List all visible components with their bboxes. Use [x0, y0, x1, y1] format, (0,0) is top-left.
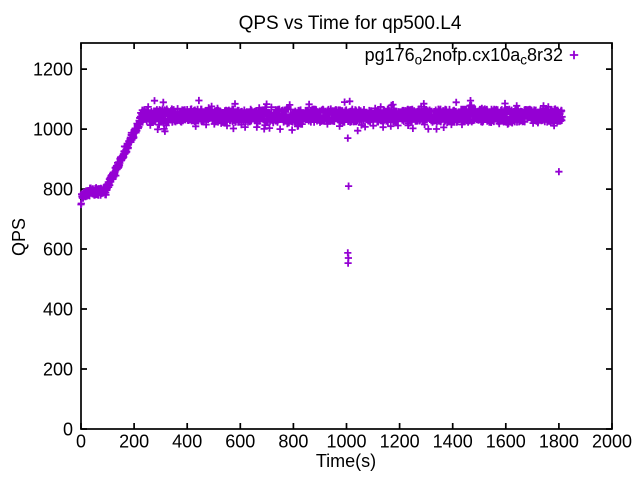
legend-plus-marker-icon: [569, 50, 579, 60]
x-tick-label: 200: [119, 432, 149, 452]
plot-border: [80, 42, 613, 430]
x-tick-label: 1800: [539, 432, 579, 452]
x-tick-label: 1400: [433, 432, 473, 452]
x-axis-title: Time(s): [316, 451, 376, 471]
legend-label-part: 8r32: [527, 45, 563, 65]
y-tick-label: 800: [43, 180, 73, 200]
series-data-points: [77, 96, 566, 209]
x-tick-label: 0: [76, 432, 86, 452]
chart-title: QPS vs Time for qp500.L4: [239, 13, 462, 34]
x-tick-label: 800: [278, 432, 308, 452]
y-axis-title: QPS: [9, 218, 29, 256]
x-tick-label: 1200: [380, 432, 420, 452]
legend-label-part: 2nofp.cx10a: [422, 45, 521, 65]
legend-label-part: pg176: [365, 45, 415, 65]
series-outlier-points: [344, 134, 563, 267]
legend-label-subscript: o: [415, 53, 423, 68]
x-tick-label: 1600: [486, 432, 526, 452]
y-tick-label: 200: [43, 360, 73, 380]
x-axis-tick-labels: 0 200 400 600 800 1000 1200 1400 1600 1800 2000: [76, 432, 632, 452]
x-tick-label: 400: [172, 432, 202, 452]
legend-series-label: pg176o2nofp.cx10ac8r32: [365, 45, 563, 68]
x-tick-label: 1000: [326, 432, 366, 452]
y-axis-tick-labels: 0 200 400 600 800 1000 1200: [33, 60, 73, 440]
x-tick-label: 2000: [592, 432, 632, 452]
legend-label-subscript: c: [520, 53, 527, 68]
y-tick-label: 1000: [33, 120, 73, 140]
y-tick-label: 600: [43, 240, 73, 260]
y-tick-label: 0: [63, 420, 73, 440]
y-tick-label: 400: [43, 300, 73, 320]
chart-legend: pg176o2nofp.cx10ac8r32: [365, 45, 579, 68]
x-tick-label: 600: [225, 432, 255, 452]
y-tick-label: 1200: [33, 60, 73, 80]
